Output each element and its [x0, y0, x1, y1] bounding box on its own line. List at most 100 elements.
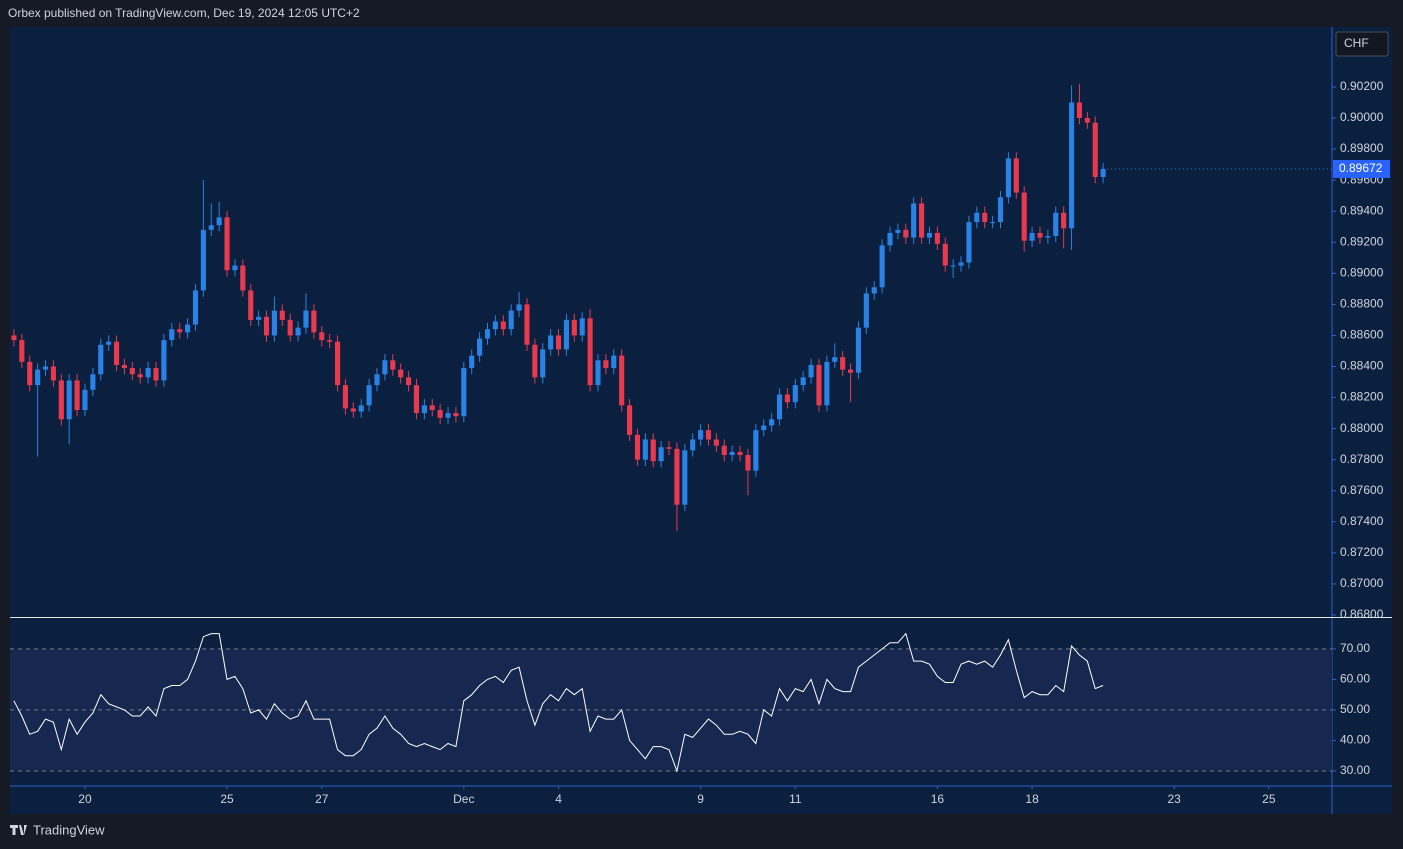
candle-body	[1100, 168, 1106, 178]
y-tick-label: 50.00	[1340, 702, 1370, 716]
candle-body	[997, 197, 1004, 223]
candle-body	[137, 374, 143, 378]
candle-body	[153, 368, 159, 381]
candle-body	[177, 329, 183, 333]
candle-body	[832, 357, 838, 362]
candle-body	[855, 327, 862, 373]
candle-body	[382, 360, 388, 375]
x-tick-label: 23	[1167, 792, 1181, 806]
candle-body	[1053, 212, 1059, 237]
y-tick-label: 0.88800	[1340, 297, 1384, 311]
candle-body	[808, 364, 814, 378]
candle-body	[453, 413, 459, 417]
candle-body	[11, 335, 17, 341]
candle-body	[887, 232, 893, 246]
currency-box	[1335, 31, 1389, 57]
candle-body	[256, 316, 262, 320]
candle-body	[816, 364, 822, 406]
candle-body	[398, 369, 404, 378]
candle-body	[1092, 122, 1098, 178]
candle-body	[1005, 158, 1011, 198]
candle-body	[342, 385, 348, 409]
candle-body	[824, 361, 830, 406]
candle-body	[90, 374, 96, 390]
candle-body	[42, 366, 49, 370]
candle-body	[366, 385, 372, 406]
x-tick-label: 9	[697, 792, 704, 806]
x-tick-label: 25	[220, 792, 234, 806]
candle-body	[1068, 102, 1075, 229]
candle-body	[129, 368, 135, 375]
candle-body	[682, 450, 688, 505]
candle-body	[421, 405, 427, 414]
candle-body	[847, 369, 854, 373]
candle-body	[713, 439, 719, 446]
price-axis-background	[1332, 27, 1392, 814]
candle-body	[232, 265, 238, 271]
candle-body	[650, 439, 656, 462]
candle-body	[358, 405, 364, 412]
time-axis-background	[10, 786, 1332, 814]
candle-body	[121, 364, 128, 369]
candle-body	[98, 344, 104, 375]
candle-body	[563, 319, 569, 350]
candle-body	[334, 341, 341, 386]
candle-body	[1076, 102, 1083, 119]
candle-body	[642, 439, 648, 460]
candle-body	[508, 310, 514, 330]
x-tick-label: 11	[789, 792, 802, 806]
candle-body	[745, 455, 751, 471]
candle-body	[942, 243, 948, 266]
candle-body	[587, 318, 593, 386]
candle-body	[303, 310, 309, 328]
candle-body	[974, 212, 980, 223]
candle-body	[50, 366, 56, 381]
candle-body	[271, 310, 277, 336]
x-tick-label: 20	[78, 792, 92, 806]
y-tick-label: 60.00	[1340, 672, 1370, 686]
candle-body	[248, 290, 254, 320]
candle-body	[1061, 212, 1067, 229]
candle-body	[729, 451, 735, 456]
candle-body	[690, 439, 696, 451]
candle-body	[113, 341, 120, 365]
candle-body	[903, 229, 909, 238]
candle-body	[319, 332, 325, 341]
candle-body	[279, 310, 285, 320]
x-tick-label: 18	[1025, 792, 1039, 806]
candle-body	[776, 394, 783, 420]
y-tick-label: 0.87600	[1340, 483, 1384, 497]
candle-body	[240, 265, 246, 291]
candle-body	[516, 304, 522, 311]
candle-body	[911, 203, 917, 238]
candle-body	[548, 335, 554, 350]
y-tick-label: 0.89200	[1340, 234, 1384, 248]
candle-body	[879, 245, 885, 288]
candle-body	[769, 419, 775, 426]
x-tick-label: 16	[931, 792, 945, 806]
candle-body	[555, 335, 562, 350]
x-tick-label: Dec	[453, 792, 474, 806]
candle-body	[35, 369, 41, 386]
candle-body	[208, 225, 214, 230]
candle-body	[1084, 118, 1090, 123]
candle-body	[1021, 192, 1027, 241]
last-price-label: 0.89672	[1339, 161, 1383, 175]
y-tick-label: 0.88200	[1340, 390, 1384, 404]
candle-body	[492, 321, 498, 330]
candle-body	[871, 287, 877, 294]
rsi-band	[10, 648, 1332, 771]
footer: TradingView	[33, 822, 105, 837]
candle-body	[287, 319, 293, 336]
candle-body	[66, 380, 72, 420]
y-tick-label: 0.86800	[1340, 607, 1384, 621]
candle-body	[721, 445, 727, 456]
candle-body	[484, 329, 491, 339]
candle-body	[74, 380, 80, 410]
candle-body	[753, 430, 759, 471]
candle-body	[658, 447, 664, 462]
candle-body	[58, 380, 64, 420]
candle-body	[705, 430, 712, 440]
candle-body	[634, 434, 641, 460]
y-tick-label: 0.87000	[1340, 576, 1384, 590]
